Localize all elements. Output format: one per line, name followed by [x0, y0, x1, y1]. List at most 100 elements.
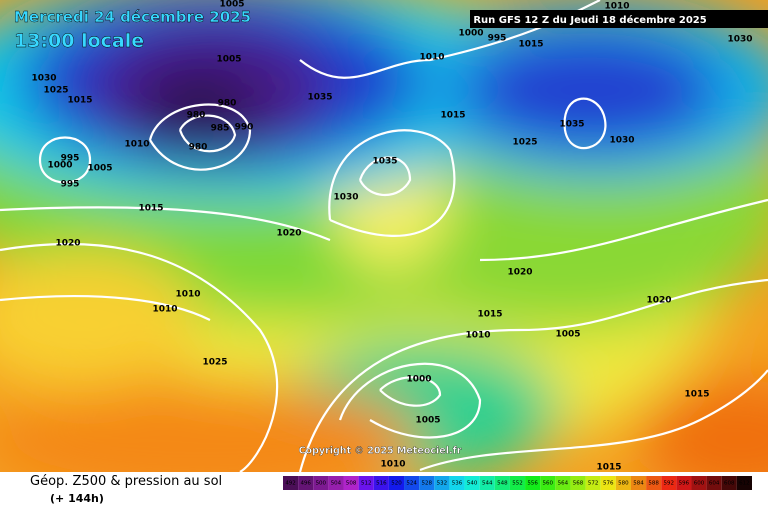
- colorbar-swatch: [600, 476, 616, 490]
- colorbar-swatch: [449, 476, 465, 490]
- isobar-label: 1030: [31, 74, 56, 84]
- colorbar-label: 608: [724, 481, 735, 487]
- isobar-label: 1015: [684, 390, 709, 400]
- isobar-label: 1010: [175, 290, 200, 300]
- colorbar-swatch: [570, 476, 586, 490]
- legend-title: Géop. Z500 & pression au sol: [30, 474, 222, 489]
- colorbar-swatch: [661, 476, 677, 490]
- isobar-label: 995: [488, 34, 507, 44]
- colorbar-label: 612: [739, 481, 750, 487]
- colorbar-label: 600: [694, 481, 705, 487]
- isobar-label: 990: [235, 123, 254, 133]
- colorbar-swatch: [373, 476, 389, 490]
- isobar-label: 1010: [465, 331, 490, 341]
- isobar-label: 985: [211, 124, 230, 134]
- isobar-label: 1005: [216, 55, 241, 65]
- colorbar-label: 492: [285, 481, 296, 487]
- colorbar-label: 572: [588, 481, 599, 487]
- isobar-label: 1025: [202, 358, 227, 368]
- isobar-label: 980: [218, 99, 237, 109]
- colorbar-swatch: [434, 476, 450, 490]
- colorbar-label: 520: [391, 481, 402, 487]
- run-box: [470, 10, 768, 28]
- isobar-label: 980: [187, 111, 206, 121]
- colorbar-swatch: [736, 476, 752, 490]
- isobar-label: 1030: [333, 193, 358, 203]
- isobar-label: 1025: [43, 86, 68, 96]
- isobar-label: 1035: [372, 157, 397, 167]
- legend-subtitle: (+ 144h): [50, 492, 104, 505]
- colorbar-label: 596: [679, 481, 690, 487]
- isobar-label: 1005: [219, 0, 244, 10]
- colorbar-swatch: [313, 476, 329, 490]
- colorbar-label: 604: [709, 481, 720, 487]
- colorbar-swatch: [358, 476, 374, 490]
- colorbar-label: 508: [346, 481, 357, 487]
- colorbar-label: 552: [512, 481, 523, 487]
- date: Mercredi 24 décembre 2025: [14, 8, 251, 26]
- colorbar-label: 584: [633, 481, 644, 487]
- colorbar-label: 504: [331, 481, 342, 487]
- copyright: Copyright © 2025 Meteociel.fr: [299, 446, 462, 457]
- colorbar-swatch: [615, 476, 631, 490]
- isobar-label: 1005: [415, 416, 440, 426]
- isobar-label: 1020: [646, 296, 671, 306]
- isobar-label: 1005: [555, 330, 580, 340]
- colorbar-swatch: [691, 476, 707, 490]
- colorbar-swatch: [328, 476, 344, 490]
- colorbar-swatch: [525, 476, 541, 490]
- isobar-label: 995: [61, 180, 80, 190]
- colorbar-label: 516: [376, 481, 387, 487]
- isobar-label: 995: [61, 154, 80, 164]
- isobar-label: 1005: [87, 164, 112, 174]
- isobar-label: 1015: [440, 111, 465, 121]
- isobar-label: 980: [189, 143, 208, 153]
- colorbar-swatch: [494, 476, 510, 490]
- isobar-label: 1015: [596, 463, 621, 473]
- colorbar-swatch: [479, 476, 495, 490]
- colorbar-swatch: [343, 476, 359, 490]
- isobar-label: 1000: [406, 375, 431, 385]
- isobar-label: 1010: [380, 460, 405, 470]
- colorbar-label: 540: [467, 481, 478, 487]
- colorbar-swatch: [585, 476, 601, 490]
- colorbar-swatch: [706, 476, 722, 490]
- isobar-label: 1015: [477, 310, 502, 320]
- colorbar-swatch: [283, 476, 299, 490]
- field: [0, 0, 768, 472]
- colorbar-label: 536: [452, 481, 463, 487]
- colorbar-swatch: [555, 476, 571, 490]
- colorbar-label: 496: [300, 481, 311, 487]
- colorbar-swatch: [388, 476, 405, 490]
- colorbar-swatch: [721, 476, 737, 490]
- isobar-label: 1030: [727, 35, 752, 45]
- colorbar-swatch: [540, 476, 556, 490]
- isobar-label: 1030: [609, 136, 634, 146]
- colorbar-swatch: [630, 476, 647, 490]
- colorbar-label: 568: [573, 481, 584, 487]
- colorbar-swatch: [646, 476, 662, 490]
- colorbar-label: 500: [316, 481, 327, 487]
- colorbar-label: 524: [406, 481, 417, 487]
- colorbar-label: 528: [421, 481, 432, 487]
- colorbar-label: 512: [361, 481, 372, 487]
- colorbar-swatch: [676, 476, 692, 490]
- isobar-label: 1010: [604, 2, 629, 12]
- colorbar-label: 548: [497, 481, 508, 487]
- colorbar-label: 532: [437, 481, 448, 487]
- isobar-label: 1020: [507, 268, 532, 278]
- colorbar-label: 544: [482, 481, 493, 487]
- isobar-label: 1015: [518, 40, 543, 50]
- time: 13:00 locale: [14, 30, 144, 52]
- colorbar-swatch: [509, 476, 526, 490]
- isobar-label: 1010: [419, 53, 444, 63]
- isobar-label: 1015: [138, 204, 163, 214]
- isobar-label: 1010: [152, 305, 177, 315]
- isobar-label: 1000: [47, 161, 72, 171]
- isobar-label: 1035: [559, 120, 584, 130]
- colorbar-label: 556: [527, 481, 538, 487]
- colorbar-label: 580: [618, 481, 629, 487]
- isobar-label: 1035: [307, 93, 332, 103]
- colorbar-swatch: [419, 476, 435, 490]
